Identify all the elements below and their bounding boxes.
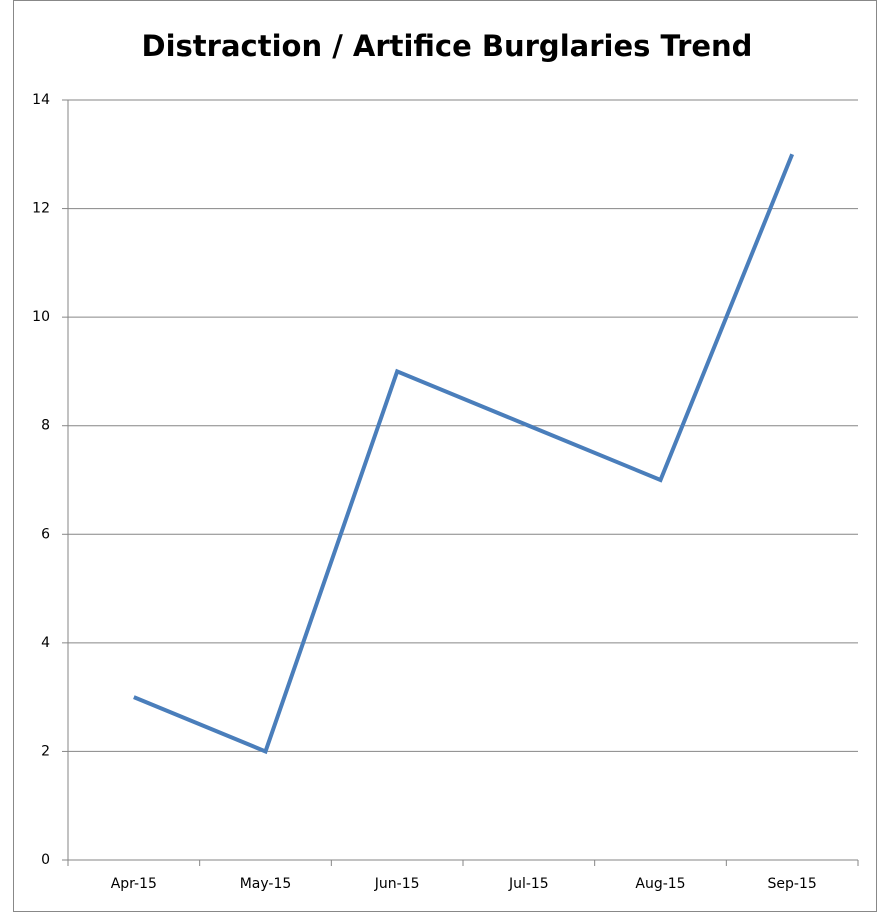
y-tick-label: 2 [41,743,50,759]
y-tick-label: 6 [41,526,50,542]
x-tick-label: Jul-15 [508,876,549,892]
x-tick-label: Aug-15 [635,876,685,892]
y-tick-label: 10 [32,309,50,325]
x-tick-label: May-15 [240,876,292,892]
x-tick-label: Jun-15 [374,876,420,892]
chart-title: Distraction / Artifice Burglaries Trend [142,29,753,63]
data-line [133,153,795,755]
x-tick-label: Apr-15 [111,876,157,892]
y-tick-label: 14 [32,92,50,108]
y-tick-label: 8 [41,418,50,434]
y-tick-label: 4 [41,635,50,651]
y-tick-label: 0 [41,852,50,868]
y-tick-label: 12 [32,201,50,217]
x-tick-label: Sep-15 [768,876,817,892]
chart-border [13,0,877,912]
